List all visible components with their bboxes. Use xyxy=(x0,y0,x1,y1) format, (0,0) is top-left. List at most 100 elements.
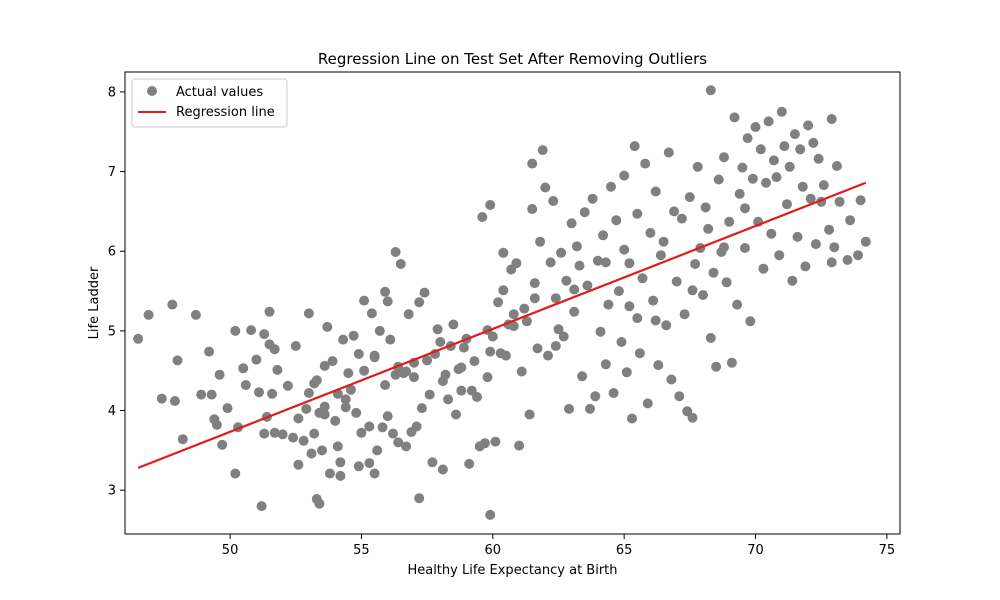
data-point xyxy=(485,509,496,520)
data-point xyxy=(768,155,779,166)
data-point xyxy=(395,259,406,269)
data-point xyxy=(419,287,430,298)
regression-line xyxy=(137,181,867,469)
data-point xyxy=(550,293,561,304)
data-point xyxy=(831,161,842,171)
y-tick-label: 7 xyxy=(108,165,116,180)
data-point xyxy=(366,308,377,319)
data-point xyxy=(143,309,154,320)
data-point xyxy=(842,255,853,265)
data-point xyxy=(648,295,659,306)
data-point xyxy=(569,306,580,317)
data-point xyxy=(393,437,404,448)
data-point xyxy=(834,196,845,207)
data-point xyxy=(550,341,561,351)
data-point xyxy=(437,464,448,475)
data-point xyxy=(642,398,653,409)
data-point xyxy=(482,372,493,383)
data-point xyxy=(290,341,301,351)
plot-frame xyxy=(124,71,901,535)
data-point xyxy=(472,392,482,402)
scatter-points xyxy=(133,85,871,520)
data-point xyxy=(613,286,624,297)
y-tick-label: 3 xyxy=(108,484,116,499)
data-point xyxy=(133,333,144,344)
data-point xyxy=(566,218,577,229)
data-point xyxy=(214,369,225,380)
data-point xyxy=(632,208,643,219)
data-point xyxy=(763,116,774,127)
data-point xyxy=(564,403,574,414)
x-axis-title: Healthy Life Expectancy at Birth xyxy=(407,563,617,578)
data-point xyxy=(340,394,351,405)
data-point xyxy=(353,461,364,472)
data-point xyxy=(650,186,661,197)
data-point xyxy=(624,258,635,269)
data-point xyxy=(826,114,837,124)
data-point xyxy=(734,188,745,199)
data-point xyxy=(776,106,787,117)
data-point xyxy=(477,212,488,222)
data-point xyxy=(259,428,270,439)
data-point xyxy=(611,215,622,226)
legend-label-actual-values: Actual values xyxy=(176,85,263,100)
data-point xyxy=(514,440,525,451)
data-point xyxy=(616,337,627,347)
data-point xyxy=(172,355,183,366)
data-point xyxy=(380,286,391,297)
data-point xyxy=(424,389,435,400)
data-point xyxy=(595,326,606,337)
data-point xyxy=(353,349,364,359)
data-point xyxy=(705,333,716,343)
data-point xyxy=(750,122,761,132)
data-point xyxy=(259,329,270,340)
data-point xyxy=(700,202,711,213)
data-point xyxy=(364,421,375,432)
data-point xyxy=(251,354,262,365)
data-point xyxy=(519,303,530,314)
legend-label-regression-line: Regression line xyxy=(176,105,275,120)
data-point xyxy=(293,413,304,424)
data-point xyxy=(322,321,333,332)
data-point xyxy=(569,284,580,295)
data-point xyxy=(747,173,758,184)
data-point xyxy=(740,203,750,214)
data-point xyxy=(409,372,419,383)
data-point xyxy=(485,346,496,357)
data-point xyxy=(721,277,732,288)
data-point xyxy=(516,366,527,377)
data-point xyxy=(674,391,685,402)
data-point xyxy=(345,384,356,395)
data-point xyxy=(330,415,341,426)
x-axis-ticks: 50 55 60 65 70 75 xyxy=(222,534,895,558)
y-tick-label: 5 xyxy=(108,324,116,339)
data-point xyxy=(556,247,567,258)
data-point xyxy=(737,162,748,173)
data-point xyxy=(771,172,782,183)
data-point xyxy=(705,85,716,96)
data-point xyxy=(690,259,701,269)
data-point xyxy=(582,280,593,291)
data-point xyxy=(411,421,422,432)
data-point xyxy=(311,375,322,386)
data-point xyxy=(456,385,467,396)
data-point xyxy=(577,371,588,382)
data-point xyxy=(805,193,816,204)
data-point xyxy=(372,445,383,456)
data-point xyxy=(719,242,729,253)
data-point xyxy=(527,158,538,169)
data-point xyxy=(340,402,351,413)
data-point xyxy=(264,306,275,317)
data-point xyxy=(458,342,469,353)
data-point xyxy=(440,369,451,380)
data-point xyxy=(818,180,829,191)
data-point xyxy=(301,403,312,414)
data-point xyxy=(343,368,354,379)
data-point xyxy=(860,236,871,247)
data-point xyxy=(211,419,222,430)
y-tick-label: 6 xyxy=(108,245,116,260)
data-point xyxy=(592,255,603,266)
data-point xyxy=(795,144,806,155)
data-point xyxy=(319,360,330,371)
data-point xyxy=(600,359,611,370)
